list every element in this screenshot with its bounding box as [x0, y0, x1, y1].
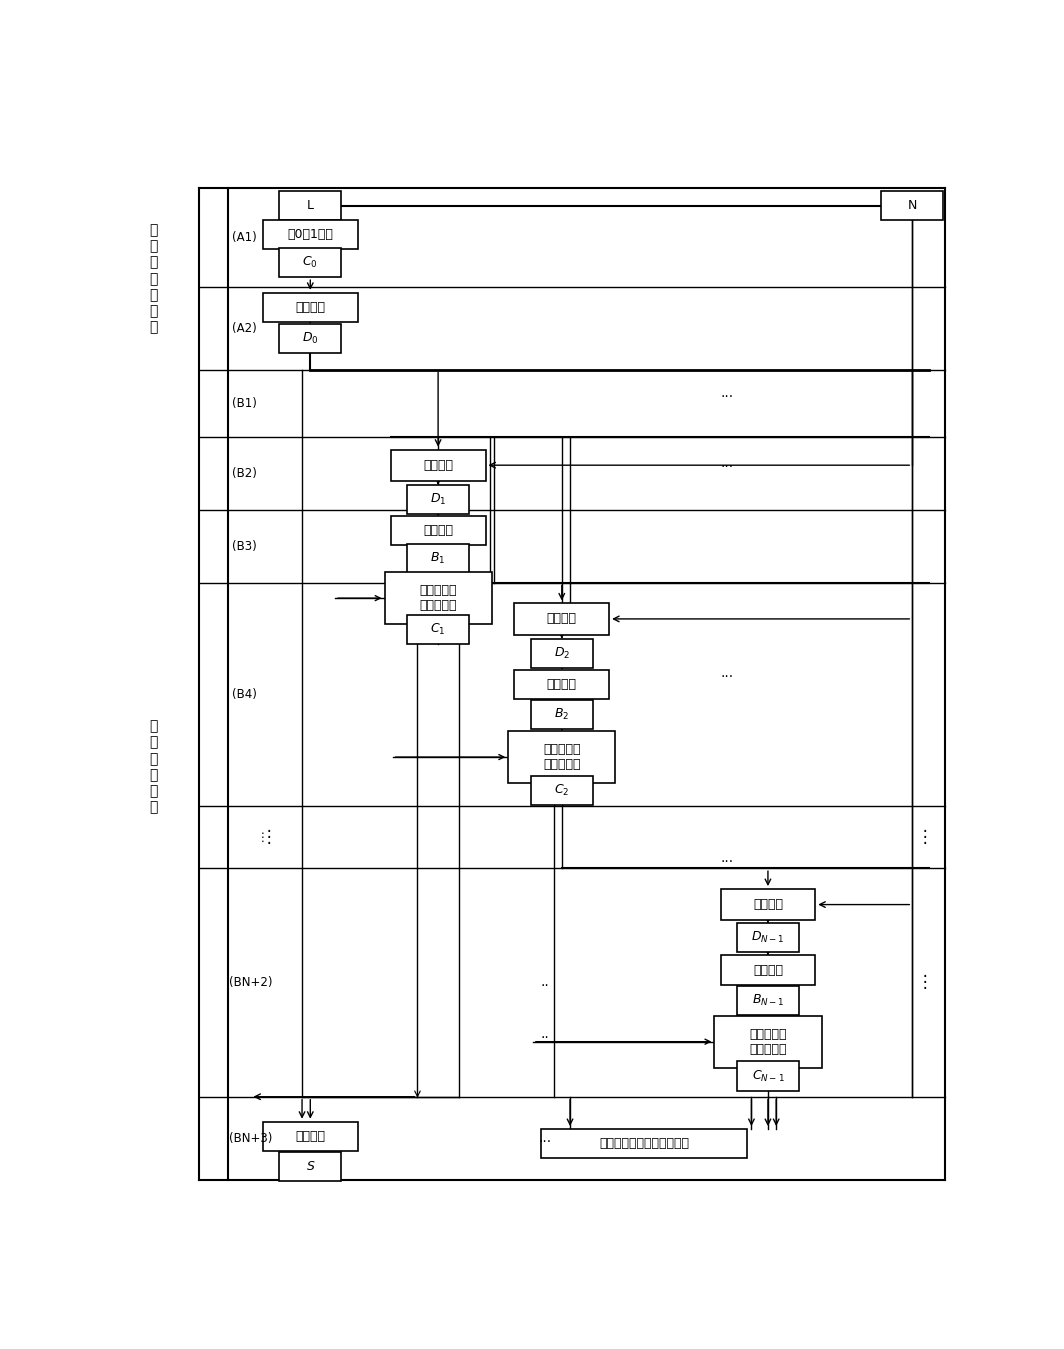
Text: ...: ...	[538, 1132, 552, 1145]
Text: (A1): (A1)	[232, 231, 256, 244]
Text: 判断是否满
足角点条件: 判断是否满 足角点条件	[419, 584, 456, 612]
FancyBboxPatch shape	[881, 192, 943, 220]
FancyBboxPatch shape	[737, 986, 799, 1014]
Text: 堆叠入栈: 堆叠入栈	[296, 1129, 326, 1143]
Text: (A2): (A2)	[232, 321, 256, 335]
FancyBboxPatch shape	[531, 700, 593, 728]
FancyBboxPatch shape	[531, 638, 593, 668]
FancyBboxPatch shape	[514, 670, 610, 699]
Text: 代
码
寻
找
过
程: 代 码 寻 找 过 程	[149, 719, 157, 815]
Text: $C_2$: $C_2$	[554, 782, 569, 797]
Text: ..: ..	[541, 1028, 550, 1041]
Text: 数値筛选: 数値筛选	[423, 459, 453, 472]
Text: 数値筛选: 数値筛选	[547, 612, 577, 626]
FancyBboxPatch shape	[263, 293, 358, 322]
Text: $D_0$: $D_0$	[302, 331, 318, 345]
Text: 无重复有明显角点二値序列: 无重复有明显角点二値序列	[599, 1137, 689, 1149]
Text: $B_{N-1}$: $B_{N-1}$	[751, 993, 784, 1008]
Text: (B2): (B2)	[232, 467, 256, 480]
Text: ...: ...	[720, 456, 733, 469]
Text: ...: ...	[720, 851, 733, 865]
Text: $C_1$: $C_1$	[430, 622, 446, 637]
Text: $C_0$: $C_0$	[302, 255, 318, 270]
FancyBboxPatch shape	[280, 248, 342, 277]
Text: ⋮: ⋮	[916, 974, 933, 992]
Text: 十二进制: 十二进制	[547, 677, 577, 691]
FancyBboxPatch shape	[263, 220, 358, 250]
Text: $B_1$: $B_1$	[431, 552, 446, 567]
Text: 、0、1相间: 、0、1相间	[287, 228, 333, 241]
FancyBboxPatch shape	[280, 192, 342, 220]
Text: $D_2$: $D_2$	[553, 646, 570, 661]
FancyBboxPatch shape	[263, 1121, 358, 1151]
FancyBboxPatch shape	[737, 1062, 799, 1090]
Text: 二十进制: 二十进制	[296, 301, 326, 314]
Text: ⋮: ⋮	[256, 831, 268, 843]
FancyBboxPatch shape	[714, 1016, 821, 1067]
Text: ..: ..	[541, 975, 550, 989]
FancyBboxPatch shape	[531, 776, 593, 805]
Text: (B3): (B3)	[232, 540, 256, 553]
Text: 十二进制: 十二进制	[423, 525, 453, 537]
Text: $S$: $S$	[305, 1160, 315, 1172]
FancyBboxPatch shape	[280, 1152, 342, 1180]
FancyBboxPatch shape	[390, 449, 485, 480]
Text: ⋮: ⋮	[261, 828, 278, 846]
Text: 首
行
初
始
化
过
程: 首 行 初 始 化 过 程	[149, 223, 157, 335]
FancyBboxPatch shape	[509, 731, 615, 782]
Text: ...: ...	[720, 666, 733, 680]
Text: $D_1$: $D_1$	[430, 492, 446, 507]
Text: $D_{N-1}$: $D_{N-1}$	[751, 931, 785, 946]
Text: $C_{N-1}$: $C_{N-1}$	[751, 1068, 784, 1083]
FancyBboxPatch shape	[408, 615, 469, 643]
Text: (B1): (B1)	[232, 397, 256, 410]
FancyBboxPatch shape	[390, 517, 485, 545]
FancyBboxPatch shape	[384, 572, 492, 625]
FancyBboxPatch shape	[514, 603, 610, 634]
FancyBboxPatch shape	[280, 324, 342, 353]
FancyBboxPatch shape	[542, 1129, 747, 1157]
FancyBboxPatch shape	[408, 544, 469, 573]
Text: (B4): (B4)	[232, 688, 256, 700]
Text: ⋮: ⋮	[916, 828, 933, 846]
Text: (BN+3): (BN+3)	[230, 1132, 272, 1145]
FancyBboxPatch shape	[720, 889, 815, 920]
FancyBboxPatch shape	[408, 484, 469, 514]
Text: 判断是否满
足角点条件: 判断是否满 足角点条件	[749, 1028, 786, 1056]
Text: ...: ...	[720, 386, 733, 401]
Text: L: L	[306, 200, 314, 212]
Text: 十二进制: 十二进制	[753, 963, 783, 977]
FancyBboxPatch shape	[737, 923, 799, 952]
Text: 判断是否满
足角点条件: 判断是否满 足角点条件	[543, 743, 581, 772]
Text: (BN+2): (BN+2)	[230, 975, 273, 989]
Text: 数値筛选: 数値筛选	[753, 898, 783, 911]
Text: $B_2$: $B_2$	[554, 707, 569, 722]
FancyBboxPatch shape	[720, 955, 815, 985]
Text: N: N	[908, 200, 917, 212]
